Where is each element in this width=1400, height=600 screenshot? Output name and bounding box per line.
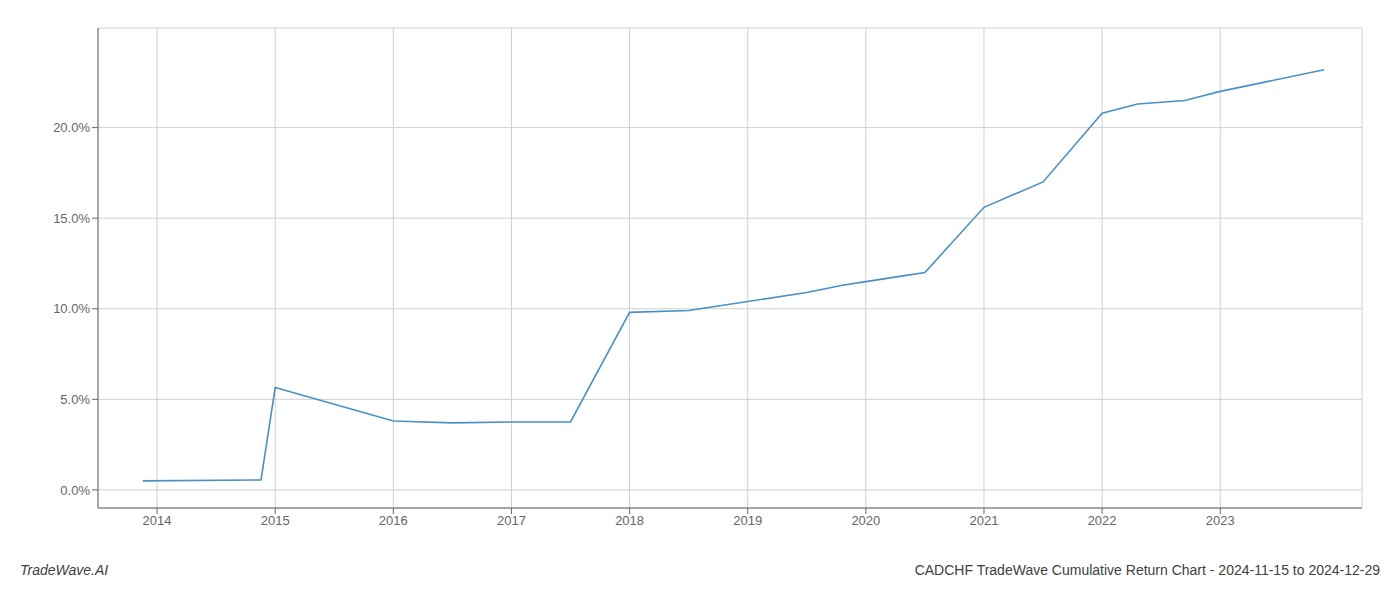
svg-text:10.0%: 10.0% [53,301,90,316]
svg-text:2022: 2022 [1088,513,1117,528]
svg-text:2016: 2016 [379,513,408,528]
html-text:TradeWave.AI: TradeWave.AI [20,562,109,578]
svg-text:2021: 2021 [970,513,999,528]
svg-text:2014: 2014 [143,513,172,528]
svg-text:0.0%: 0.0% [60,483,90,498]
svg-text:5.0%: 5.0% [60,392,90,407]
svg-text:2015: 2015 [261,513,290,528]
svg-text:2017: 2017 [497,513,526,528]
svg-text:15.0%: 15.0% [53,211,90,226]
svg-text:20.0%: 20.0% [53,120,90,135]
html-text:CADCHF TradeWave Cumulative Re: CADCHF TradeWave Cumulative Return Chart… [914,562,1380,578]
svg-text:2020: 2020 [851,513,880,528]
svg-text:2018: 2018 [615,513,644,528]
svg-text:2019: 2019 [733,513,762,528]
svg-text:2023: 2023 [1206,513,1235,528]
